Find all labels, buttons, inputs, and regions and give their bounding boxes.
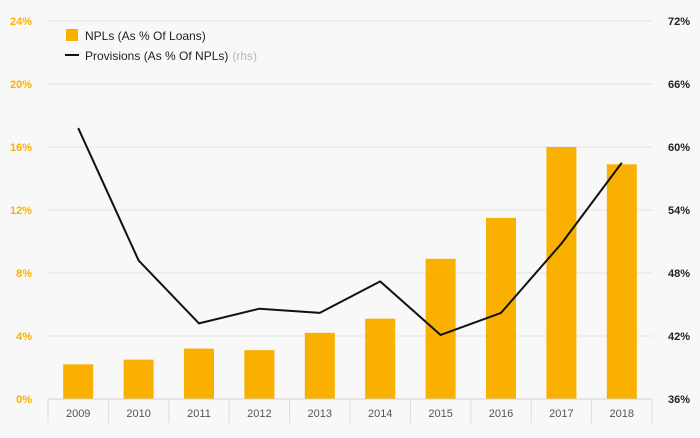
- x-tick-label: 2017: [549, 408, 573, 420]
- legend-bar-swatch: [66, 29, 78, 41]
- bar: [365, 318, 396, 399]
- x-tick-label: 2011: [187, 408, 211, 420]
- left-tick-label: 12%: [10, 205, 32, 217]
- provisions-line: [77, 127, 623, 336]
- left-tick-label: 16%: [10, 142, 32, 154]
- x-tick-label: 2012: [247, 408, 271, 420]
- left-tick-label: 0%: [16, 394, 32, 406]
- x-tick-label: 2013: [308, 408, 332, 420]
- legend-line-label: Provisions (As % Of NPLs): [85, 49, 228, 63]
- x-tick-label: 2015: [428, 408, 452, 420]
- bar: [486, 217, 516, 399]
- x-tick-label: 2010: [126, 408, 150, 420]
- bar: [425, 258, 456, 399]
- legend-line-text: Provisions (As % Of NPLs) (rhs): [85, 49, 257, 63]
- left-tick-label: 4%: [16, 331, 32, 343]
- x-tick-label: 2009: [66, 408, 90, 420]
- left-y-axis: 0% 4% 8% 12% 16% 20% 24%: [10, 16, 32, 406]
- left-tick-label: 8%: [16, 268, 32, 280]
- bar: [606, 164, 637, 399]
- bar: [123, 359, 154, 399]
- legend-line-suffix: (rhs): [232, 49, 257, 63]
- right-y-axis: 36% 42% 48% 54% 60% 66% 72%: [668, 16, 690, 406]
- left-tick-label: 24%: [10, 16, 32, 28]
- right-tick-label: 42%: [668, 331, 690, 343]
- bar: [184, 348, 214, 399]
- x-tick-label: 2018: [610, 408, 634, 420]
- x-tick-label: 2016: [489, 408, 513, 420]
- left-tick-label: 20%: [10, 79, 32, 91]
- bar: [63, 364, 94, 399]
- right-tick-label: 66%: [668, 79, 690, 91]
- right-tick-label: 60%: [668, 142, 690, 154]
- right-tick-label: 36%: [668, 394, 690, 406]
- x-tick-label: 2014: [368, 408, 392, 420]
- right-tick-label: 48%: [668, 268, 690, 280]
- bar: [546, 147, 577, 399]
- right-tick-label: 72%: [668, 16, 690, 28]
- bar-series: [63, 147, 637, 399]
- right-tick-label: 54%: [668, 205, 690, 217]
- legend: NPLs (As % Of Loans) Provisions (As % Of…: [65, 29, 257, 63]
- bar: [244, 350, 275, 399]
- legend-bar-label: NPLs (As % Of Loans): [85, 29, 206, 43]
- bar: [304, 332, 335, 399]
- x-axis: 2009 2010 2011 2012 2013 2014 2015 2016 2017 2018: [47, 398, 653, 423]
- line-series: [77, 127, 623, 336]
